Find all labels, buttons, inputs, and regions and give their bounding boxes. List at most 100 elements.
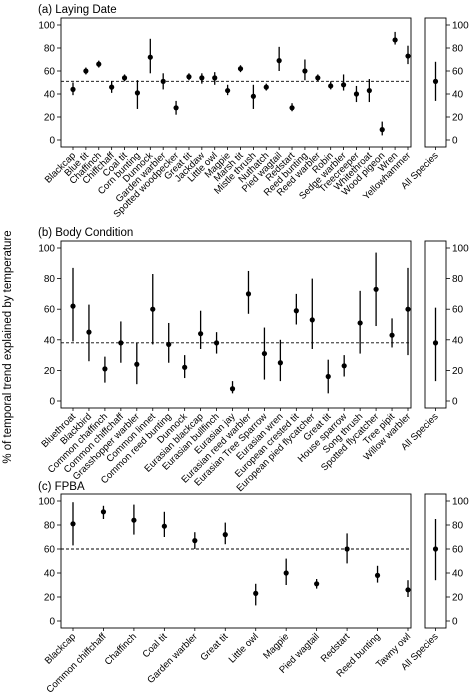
plot-frame bbox=[60, 493, 412, 629]
y-tick-label-right: 100 bbox=[452, 21, 469, 32]
data-point bbox=[118, 340, 124, 346]
y-tick-label-right: 80 bbox=[452, 521, 464, 532]
data-point bbox=[325, 373, 331, 380]
data-point bbox=[277, 360, 283, 366]
data-point bbox=[182, 364, 188, 370]
data-point bbox=[357, 320, 363, 326]
y-tick-label-right: 0 bbox=[452, 397, 458, 408]
data-point bbox=[96, 61, 102, 67]
plot-frame bbox=[60, 240, 412, 409]
data-point bbox=[302, 68, 308, 74]
y-tick-label: 40 bbox=[44, 90, 56, 101]
y-tick-label-right: 80 bbox=[452, 44, 464, 55]
data-point bbox=[83, 68, 89, 74]
data-point bbox=[102, 366, 108, 372]
y-tick-label-right: 0 bbox=[452, 136, 458, 147]
data-point bbox=[315, 75, 321, 81]
y-tick-label: 80 bbox=[44, 44, 56, 55]
data-point bbox=[134, 90, 141, 96]
data-point bbox=[392, 37, 398, 43]
data-point bbox=[309, 317, 315, 323]
data-point bbox=[222, 532, 228, 538]
data-point bbox=[374, 572, 381, 579]
plot-frame bbox=[60, 17, 412, 148]
x-tick-label: Magpie bbox=[261, 631, 291, 661]
x-tick-label: Coal tit bbox=[141, 631, 170, 660]
data-point bbox=[225, 87, 231, 94]
y-tick-label: 0 bbox=[49, 617, 55, 628]
data-point bbox=[131, 517, 137, 523]
y-tick-label: 40 bbox=[44, 569, 56, 580]
data-point bbox=[173, 105, 179, 111]
data-point bbox=[293, 308, 299, 314]
data-point bbox=[109, 84, 115, 90]
data-point bbox=[314, 581, 320, 587]
data-point bbox=[161, 523, 167, 529]
y-tick-label: 100 bbox=[38, 21, 55, 32]
y-tick-label-right: 20 bbox=[452, 113, 464, 124]
panel-title: (a) Laying Date bbox=[38, 4, 117, 16]
y-tick-label-right: 60 bbox=[452, 545, 464, 556]
y-tick-label-right: 20 bbox=[452, 366, 464, 377]
panel-title: (b) Body Condition bbox=[38, 227, 133, 239]
data-point bbox=[405, 306, 411, 312]
y-tick-label: 60 bbox=[44, 67, 56, 78]
y-tick-label: 80 bbox=[44, 274, 56, 285]
y-tick-label-right: 100 bbox=[452, 497, 469, 508]
summary-point bbox=[432, 546, 439, 552]
data-point bbox=[166, 341, 172, 347]
y-tick-label: 20 bbox=[44, 366, 56, 377]
y-tick-label: 60 bbox=[44, 545, 56, 556]
x-tick-label: Great tit bbox=[198, 631, 230, 663]
y-tick-label: 0 bbox=[49, 136, 55, 147]
data-point bbox=[100, 509, 107, 515]
y-tick-label: 0 bbox=[49, 397, 55, 408]
data-point bbox=[192, 538, 198, 544]
data-point bbox=[261, 350, 268, 357]
data-point bbox=[212, 75, 218, 81]
data-point bbox=[198, 331, 204, 337]
data-point bbox=[160, 78, 166, 84]
y-tick-label-right: 60 bbox=[452, 67, 464, 78]
y-tick-label: 100 bbox=[38, 497, 55, 508]
data-point bbox=[150, 306, 156, 312]
data-point bbox=[134, 361, 140, 367]
data-point bbox=[405, 53, 411, 59]
summary-point bbox=[432, 340, 439, 346]
data-point bbox=[186, 74, 192, 80]
y-tick-label-right: 20 bbox=[452, 593, 464, 604]
x-tick-label: Chaffinch bbox=[103, 631, 139, 667]
data-point bbox=[229, 386, 236, 392]
panel-title: (c) FPBA bbox=[38, 481, 85, 493]
data-point bbox=[405, 587, 411, 593]
data-point bbox=[366, 87, 372, 94]
y-tick-label: 40 bbox=[44, 335, 56, 346]
y-tick-label: 60 bbox=[44, 305, 56, 316]
data-point bbox=[199, 75, 205, 81]
data-point bbox=[253, 590, 259, 597]
data-point bbox=[340, 82, 347, 88]
y-tick-label-right: 40 bbox=[452, 569, 464, 580]
data-point bbox=[70, 303, 76, 309]
summary-point bbox=[432, 78, 439, 84]
data-point bbox=[86, 329, 92, 335]
data-point bbox=[328, 83, 334, 89]
y-tick-label-right: 60 bbox=[452, 305, 464, 316]
y-axis-label: % of temporal trend explained by tempera… bbox=[2, 230, 14, 463]
data-point bbox=[147, 54, 153, 60]
y-axis-label-container: % of temporal trend explained by tempera… bbox=[2, 230, 14, 463]
data-point bbox=[250, 93, 256, 99]
y-tick-label-right: 80 bbox=[452, 274, 464, 285]
data-point bbox=[70, 521, 76, 527]
data-point bbox=[276, 58, 282, 64]
data-point bbox=[289, 105, 295, 111]
y-tick-label: 80 bbox=[44, 521, 56, 532]
y-tick-label-right: 40 bbox=[452, 335, 464, 346]
y-tick-label: 20 bbox=[44, 593, 56, 604]
data-point bbox=[121, 75, 128, 81]
data-point bbox=[283, 570, 289, 576]
y-tick-label-right: 100 bbox=[452, 244, 469, 255]
data-point bbox=[70, 86, 76, 92]
